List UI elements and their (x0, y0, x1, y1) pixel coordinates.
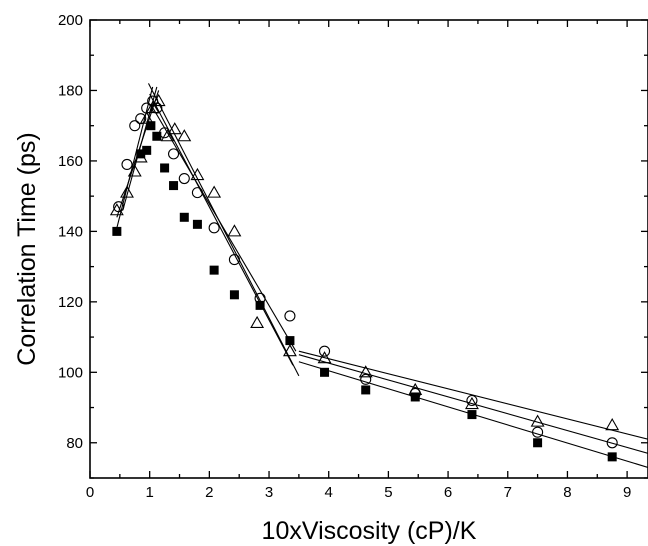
data-point-square (229, 290, 239, 300)
data-point-circle (606, 437, 618, 449)
data-point-triangle (127, 164, 142, 177)
x-tick-label: 2 (205, 484, 213, 501)
data-point-square (112, 226, 122, 236)
fit-line (147, 83, 300, 377)
data-point-triangle (151, 93, 166, 107)
y-tick-label: 180 (58, 82, 83, 99)
data-point-triangle (227, 224, 242, 237)
data-point-circle (254, 292, 266, 304)
data-point-circle (466, 394, 478, 407)
y-axis-title: Correlation Time (ps) (13, 132, 41, 365)
x-tick-label: 0 (86, 484, 94, 501)
data-point-square (179, 212, 189, 222)
data-point-square (160, 163, 170, 173)
data-point-square (607, 452, 617, 462)
data-point-circle (113, 201, 125, 213)
data-point-square (146, 121, 156, 131)
data-point-triangle (282, 344, 297, 357)
x-tick-label: 1 (146, 484, 154, 501)
data-point-square (361, 385, 371, 395)
fit-line (116, 86, 154, 228)
data-point-square (533, 438, 543, 448)
data-point-triangle (317, 351, 332, 364)
data-point-square (136, 149, 146, 159)
x-axis-title: 10xViscosity (cP)/K (262, 517, 477, 545)
plot-frame (89, 19, 648, 479)
data-point-triangle (120, 185, 134, 198)
x-tick-label: 7 (504, 484, 512, 501)
data-point-triangle (109, 203, 124, 216)
data-point-circle (228, 254, 240, 266)
y-tick-label: 140 (58, 223, 83, 240)
data-point-square (285, 336, 295, 346)
y-tick-label: 100 (58, 364, 83, 381)
data-point-triangle (605, 418, 620, 431)
x-tick-label: 8 (563, 484, 571, 501)
y-tick-labels: 80 100 120 140 160 180 200 (58, 12, 83, 452)
x-tick-labels: 0 1 2 3 4 5 6 7 8 9 (86, 484, 631, 501)
data-point-triangle (133, 150, 148, 163)
x-tick-label: 3 (265, 484, 273, 501)
fit-line (298, 354, 648, 454)
data-point-triangle (145, 100, 160, 114)
data-point-triangle (160, 129, 175, 142)
data-point-triangle (177, 129, 192, 142)
data-point-square (169, 181, 179, 191)
fit-line (150, 104, 297, 352)
data-point-triangle (207, 185, 222, 198)
data-point-triangle (139, 111, 154, 124)
x-tick-label: 4 (325, 484, 333, 501)
data-point-circle (178, 172, 190, 185)
x-tick-label: 6 (444, 484, 452, 501)
data-point-square (142, 145, 152, 155)
data-point-square (467, 410, 477, 420)
data-point-circle (121, 158, 133, 170)
data-point-circle (360, 373, 372, 385)
data-point-triangle (190, 167, 205, 181)
data-point-triangle (358, 365, 373, 378)
y-tick-label: 80 (66, 435, 83, 452)
data-point-square (192, 219, 202, 229)
fit-lines (116, 83, 648, 468)
data-point-square (410, 392, 420, 402)
data-point-triangle (167, 122, 182, 135)
fit-line (149, 93, 294, 366)
data-point-circle (191, 187, 203, 199)
data-point-circle (318, 345, 331, 357)
data-point-triangle (250, 315, 265, 329)
data-point-square (255, 300, 265, 310)
data-point-triangle (408, 382, 423, 395)
x-tick-label: 9 (623, 484, 631, 501)
data-point-circle (168, 148, 180, 160)
data-point-square (209, 265, 219, 275)
y-tick-label: 120 (58, 294, 83, 311)
axis-ticks (89, 19, 648, 479)
y-tick-label: 200 (58, 12, 83, 29)
data-point-circle (129, 120, 141, 132)
data-point-circle (208, 222, 220, 234)
data-point-circle (284, 310, 296, 322)
data-point-triangle (464, 396, 479, 410)
y-tick-label: 160 (58, 153, 83, 170)
data-point-triangle (530, 414, 545, 427)
data-point-circle (532, 426, 544, 438)
data-point-square (320, 367, 330, 377)
x-tick-label: 5 (384, 484, 392, 501)
data-points (109, 93, 620, 462)
data-point-square (152, 131, 162, 141)
